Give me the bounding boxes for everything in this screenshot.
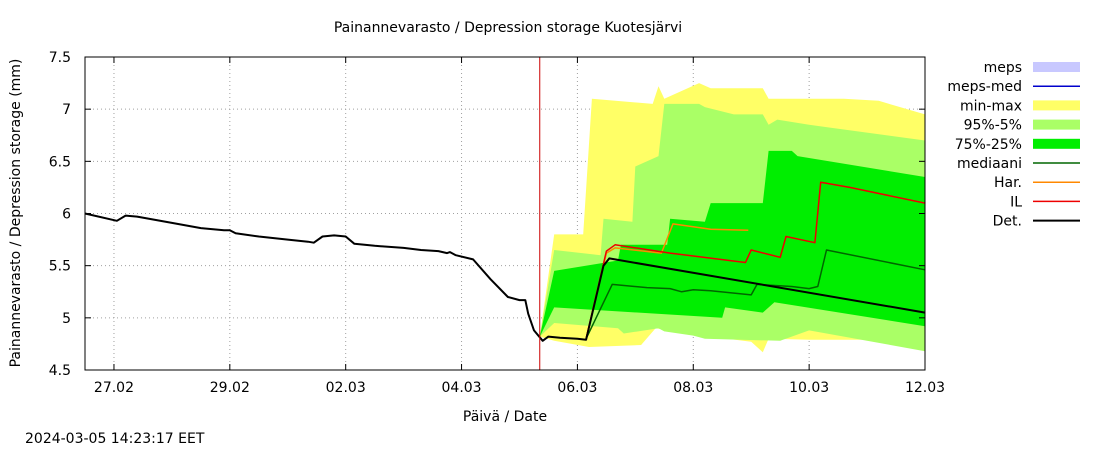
y-tick-label: 4.5 (49, 363, 71, 379)
legend-label: mediaani (957, 156, 1022, 172)
y-tick-label: 7.5 (49, 50, 71, 66)
y-tick-label: 5 (62, 311, 71, 327)
legend-label: IL (1010, 194, 1022, 210)
legend-label: min-max (960, 98, 1022, 114)
axis-ticks (85, 56, 926, 371)
bands (539, 83, 925, 353)
legend-item-il: IL (1010, 194, 1080, 210)
timestamp: 2024-03-05 14:23:17 EET (25, 431, 205, 447)
series-line-det (84, 212, 926, 342)
legend-label: Har. (994, 175, 1022, 191)
band-75pct-25pct (539, 150, 925, 337)
legend-swatch (1033, 138, 1080, 149)
legend-label: 95%-5% (964, 118, 1022, 134)
legend-item-75pct-25pct: 75%-25% (955, 137, 1080, 153)
x-tick-label: 29.02 (210, 380, 250, 396)
y-tick-label: 5.5 (49, 259, 71, 275)
legend-swatch (1033, 100, 1080, 111)
legend-label: Det. (993, 214, 1022, 230)
y-tick-label: 7 (62, 102, 71, 118)
x-tick-labels: 27.02 29.02 02.03 04.03 06.03 08.03 10.03 12.03 (94, 380, 945, 396)
x-tick-label: 12.03 (905, 380, 945, 396)
legend-label: 75%-25% (955, 137, 1022, 153)
y-tick-label: 6 (62, 207, 71, 223)
y-axis-label: Painannevarasto / Depression storage (mm… (8, 59, 24, 368)
legend-swatch (1033, 119, 1080, 130)
y-tick-label: 6.5 (49, 154, 71, 170)
series-line-mediaani (585, 249, 926, 340)
x-tick-label: 10.03 (789, 380, 829, 396)
x-tick-label: 06.03 (557, 380, 597, 396)
legend-item-mediaani: mediaani (957, 156, 1080, 172)
legend-label: meps (984, 60, 1022, 76)
legend-item-meps-med: meps-med (947, 79, 1080, 95)
legend-item-95pct-5pct: 95%-5% (964, 118, 1080, 134)
x-tick-label: 08.03 (673, 380, 713, 396)
legend-swatch (1033, 62, 1080, 72)
x-tick-label: 02.03 (326, 380, 366, 396)
legend-item-det: Det. (993, 214, 1080, 230)
x-axis-label: Päivä / Date (463, 409, 547, 425)
chart-title: Painannevarasto / Depression storage Kuo… (334, 20, 682, 36)
series-lines (84, 181, 926, 342)
legend-item-har: Har. (994, 175, 1080, 191)
legend-label: meps-med (947, 79, 1022, 95)
legend-item-meps: meps (984, 60, 1080, 76)
legend-item-min-max: min-max (960, 98, 1080, 114)
legend: meps meps-med min-max 95%-5% 75%-25% mediaani… (947, 60, 1080, 230)
series-line-il (585, 181, 926, 339)
x-tick-label: 04.03 (442, 380, 482, 396)
x-tick-label: 27.02 (94, 380, 134, 396)
y-tick-labels: 4.5 5 5.5 6 6.5 7 7.5 (49, 50, 71, 379)
